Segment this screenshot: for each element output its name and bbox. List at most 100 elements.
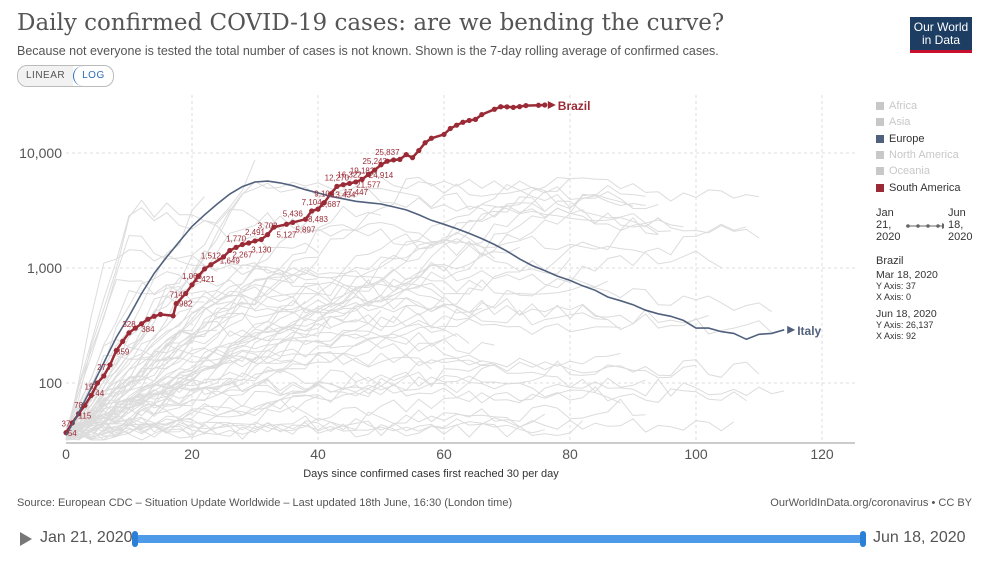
brazil-point (359, 176, 365, 182)
background-country-line (65, 295, 772, 429)
background-country-line (65, 413, 546, 441)
brazil-data-label: 3,703 (258, 222, 279, 231)
background-country-line (65, 320, 495, 441)
brazil-point (334, 183, 340, 189)
brazil-data-label: 8,483 (308, 215, 329, 224)
brazil-point (271, 224, 277, 230)
brazil-data-label: 9,687 (321, 200, 342, 209)
background-country-line (65, 278, 205, 434)
brazil-point (428, 135, 434, 141)
x-tick-label: 60 (436, 446, 452, 462)
background-country-line (65, 183, 646, 441)
brazil-data-label: 359 (116, 347, 130, 356)
legend-label: Africa (889, 100, 918, 113)
timeline-start-handle[interactable] (132, 531, 138, 547)
x-tick-label: 100 (684, 446, 708, 462)
brazil-point (523, 102, 529, 109)
timeline-track[interactable] (135, 535, 864, 543)
background-country-line (65, 271, 482, 440)
linear-scale-button[interactable]: LINEAR (18, 66, 74, 86)
brazil-point (353, 179, 359, 185)
legend-item-south-america[interactable]: South America (876, 179, 961, 195)
brazil-point (510, 104, 516, 111)
y-tick-label: 100 (39, 375, 63, 391)
legend-item-africa[interactable]: Africa (876, 98, 961, 114)
legend-swatch (876, 167, 884, 176)
background-country-line (65, 177, 571, 441)
brazil-point (126, 330, 132, 336)
info-start-x: X Axis: 0 (876, 292, 912, 302)
timeline-end-label: Jun 18, 2020 (873, 529, 966, 546)
background-country-line (65, 306, 457, 441)
background-country-line (65, 235, 218, 434)
brazil-point (88, 392, 94, 399)
background-country-lines (65, 159, 785, 441)
legend-item-north-america[interactable]: North America (876, 147, 961, 163)
brazil-point (239, 241, 245, 248)
brazil-point (491, 106, 497, 112)
mini-sparkline (906, 223, 944, 229)
brazil-point (365, 171, 371, 178)
x-axis-label: Days since confirmed cases first reached… (303, 468, 559, 480)
x-tick-label: 40 (310, 446, 326, 462)
brazil-point (498, 104, 504, 110)
brazil-point (107, 362, 113, 368)
brazil-point (227, 247, 233, 254)
brazil-point (479, 111, 485, 118)
timeline-end-handle[interactable] (860, 531, 866, 547)
brazil-point (422, 140, 428, 146)
brazil-data-label: 384 (141, 325, 155, 334)
background-country-line (65, 252, 571, 434)
background-country-line (65, 268, 772, 430)
brazil-point (321, 200, 327, 206)
brazil-point (183, 290, 189, 297)
background-country-line (65, 353, 432, 439)
brazil-point (315, 206, 321, 212)
y-tick-label: 1,000 (27, 260, 62, 276)
legend-item-europe[interactable]: Europe (876, 131, 961, 147)
brazil-point (403, 151, 409, 158)
brazil-data-label: 5,436 (283, 209, 304, 218)
legend-label: Asia (889, 116, 911, 129)
brazil-point (258, 236, 264, 243)
info-end-y: Y Axis: 26,137 (876, 320, 934, 330)
brazil-data-label: 25,243 (362, 157, 387, 166)
info-start-y: Y Axis: 37 (876, 281, 916, 291)
play-icon[interactable] (20, 532, 32, 546)
brazil-point (409, 155, 416, 161)
brazil-data-label: 7,104 (302, 198, 323, 207)
brazil-data-label: 21,577 (356, 181, 381, 190)
brazil-point (372, 167, 378, 173)
legend-swatch (876, 183, 884, 192)
brazil-point (94, 380, 101, 386)
background-country-line (65, 233, 520, 437)
background-country-line (65, 290, 306, 441)
brazil-point (120, 338, 126, 345)
brazil-data-label: 1,512 (201, 252, 222, 261)
credit-link[interactable]: OurWorldInData.org/coronavirus • CC BY (770, 497, 972, 509)
brazil-point (309, 208, 315, 214)
brazil-point (416, 147, 422, 154)
mini-end-day: 18, (948, 219, 964, 231)
legend-label: North America (889, 149, 959, 162)
legend-item-oceania[interactable]: Oceania (876, 163, 961, 179)
background-country-line (65, 369, 646, 434)
brazil-point (384, 158, 390, 164)
legend-swatch (876, 102, 884, 111)
legend-item-asia[interactable]: Asia (876, 114, 961, 130)
brazil-point (391, 157, 397, 163)
brazil-point (157, 311, 164, 317)
logo-line-1: Our World (913, 20, 969, 34)
brazil-point (195, 273, 201, 279)
owid-logo[interactable]: Our World in Data (910, 17, 972, 53)
brazil-point (535, 102, 542, 108)
brazil-point (441, 131, 447, 138)
log-scale-button[interactable]: LOG (73, 66, 113, 86)
chart-data-labels: 3754781151921442733593283847149821,0681,… (62, 148, 401, 438)
brazil-point (472, 116, 479, 122)
brazil-data-label: 12,270 (325, 173, 350, 182)
background-country-line (65, 207, 319, 441)
hover-info: Brazil Mar 18, 2020 Y Axis: 37 X Axis: 0… (876, 256, 938, 342)
background-country-line (65, 284, 369, 428)
brazil-data-label: 5,897 (295, 225, 316, 234)
